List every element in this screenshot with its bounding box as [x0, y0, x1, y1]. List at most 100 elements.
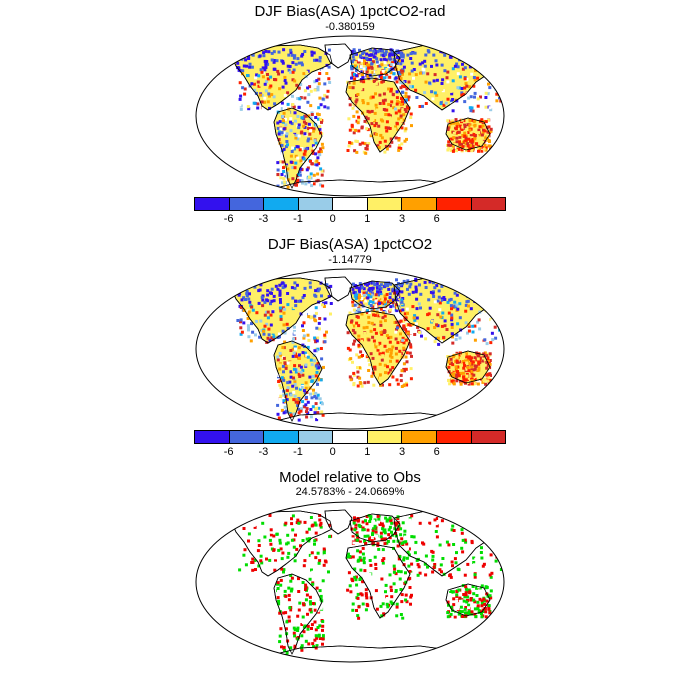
map-cell [455, 136, 459, 140]
map-cell [291, 347, 295, 351]
map-cell [317, 131, 321, 135]
map-cell [321, 579, 325, 583]
map-cell [401, 338, 405, 342]
map-cell [392, 106, 396, 110]
map-cell [359, 558, 363, 562]
map-cell [366, 534, 370, 538]
map-cell [388, 573, 392, 577]
map-cell [484, 96, 488, 99]
map-cell [402, 348, 406, 352]
map-cell [499, 568, 503, 571]
map-cell [276, 587, 280, 590]
map-cell [443, 298, 447, 301]
map-cell [377, 520, 380, 524]
map-cell [392, 570, 396, 574]
map-cell [308, 281, 312, 285]
map-cell [305, 70, 309, 74]
map-cell [463, 134, 467, 138]
map-cell [257, 74, 261, 78]
map-cell [301, 621, 305, 625]
map-cell [315, 370, 319, 374]
map-cell [381, 99, 385, 103]
map-cell [461, 134, 465, 137]
map-cell [289, 70, 293, 74]
map-cell [387, 103, 391, 106]
map-cell [382, 53, 386, 57]
map-cell [378, 301, 382, 305]
map-cell [380, 358, 384, 362]
map-cell [447, 365, 451, 369]
map-cell [435, 93, 439, 97]
map-cell [454, 612, 458, 616]
map-cell [449, 575, 453, 579]
map-cell [293, 79, 297, 83]
map-cell [310, 379, 314, 383]
map-cell [355, 533, 359, 537]
map-cell [456, 307, 460, 311]
map-cell [385, 129, 389, 133]
map-cell [264, 545, 268, 549]
map-cell [455, 351, 459, 355]
map-cell [416, 573, 420, 577]
map-cell [311, 151, 315, 155]
map-cell [296, 401, 300, 405]
map-cell [304, 588, 307, 591]
map-cell [319, 103, 323, 107]
map-cell [297, 397, 301, 400]
map-cell [359, 79, 363, 83]
map-cell [464, 591, 468, 595]
map-cell [485, 589, 489, 593]
map-cell [454, 367, 458, 371]
map-cell [415, 307, 419, 311]
map-cell [262, 54, 266, 58]
map-cell [357, 605, 361, 609]
map-cell [314, 402, 318, 406]
map-cell [349, 590, 353, 594]
map-cell [464, 587, 468, 591]
map-cell [323, 317, 327, 321]
map-cell [463, 538, 467, 542]
map-cell [431, 570, 435, 574]
map-cell [272, 548, 276, 552]
map-cell [305, 593, 309, 597]
map-cell [394, 136, 398, 140]
map-cell [301, 160, 305, 163]
map-cell [470, 125, 474, 129]
map-cell [477, 533, 481, 537]
map-cell [455, 590, 459, 593]
map-cell [312, 173, 316, 177]
map-cell [245, 294, 249, 298]
map-cell [361, 528, 365, 532]
map-cell [469, 356, 473, 360]
map-cell [288, 65, 292, 68]
map-cell [361, 52, 365, 56]
map-cell [299, 337, 302, 341]
map-cell [262, 329, 265, 333]
map-cell [390, 530, 393, 534]
map-cell [285, 409, 288, 413]
map-cell [409, 112, 413, 116]
map-cell [484, 382, 488, 386]
map-cell [394, 352, 398, 356]
map-cell [375, 106, 379, 110]
map-cell [489, 129, 493, 133]
map-cell [311, 375, 315, 378]
map-cell [383, 314, 387, 318]
map-cell [366, 63, 370, 67]
map-cell [399, 527, 403, 531]
map-cell [293, 330, 296, 333]
map-cell [379, 531, 383, 535]
colorbar-swatch [402, 431, 437, 443]
map-cell [377, 293, 381, 297]
map-cell [368, 520, 372, 523]
map-cell [290, 286, 294, 290]
map-cell [399, 588, 403, 591]
colorbar-swatch [195, 431, 230, 443]
map-cell [352, 342, 356, 346]
map-cell [468, 337, 472, 341]
map-cell [315, 163, 319, 167]
map-cell [433, 73, 437, 77]
map-cell [245, 64, 249, 68]
map-cell [317, 387, 321, 391]
map-cell [458, 302, 462, 306]
